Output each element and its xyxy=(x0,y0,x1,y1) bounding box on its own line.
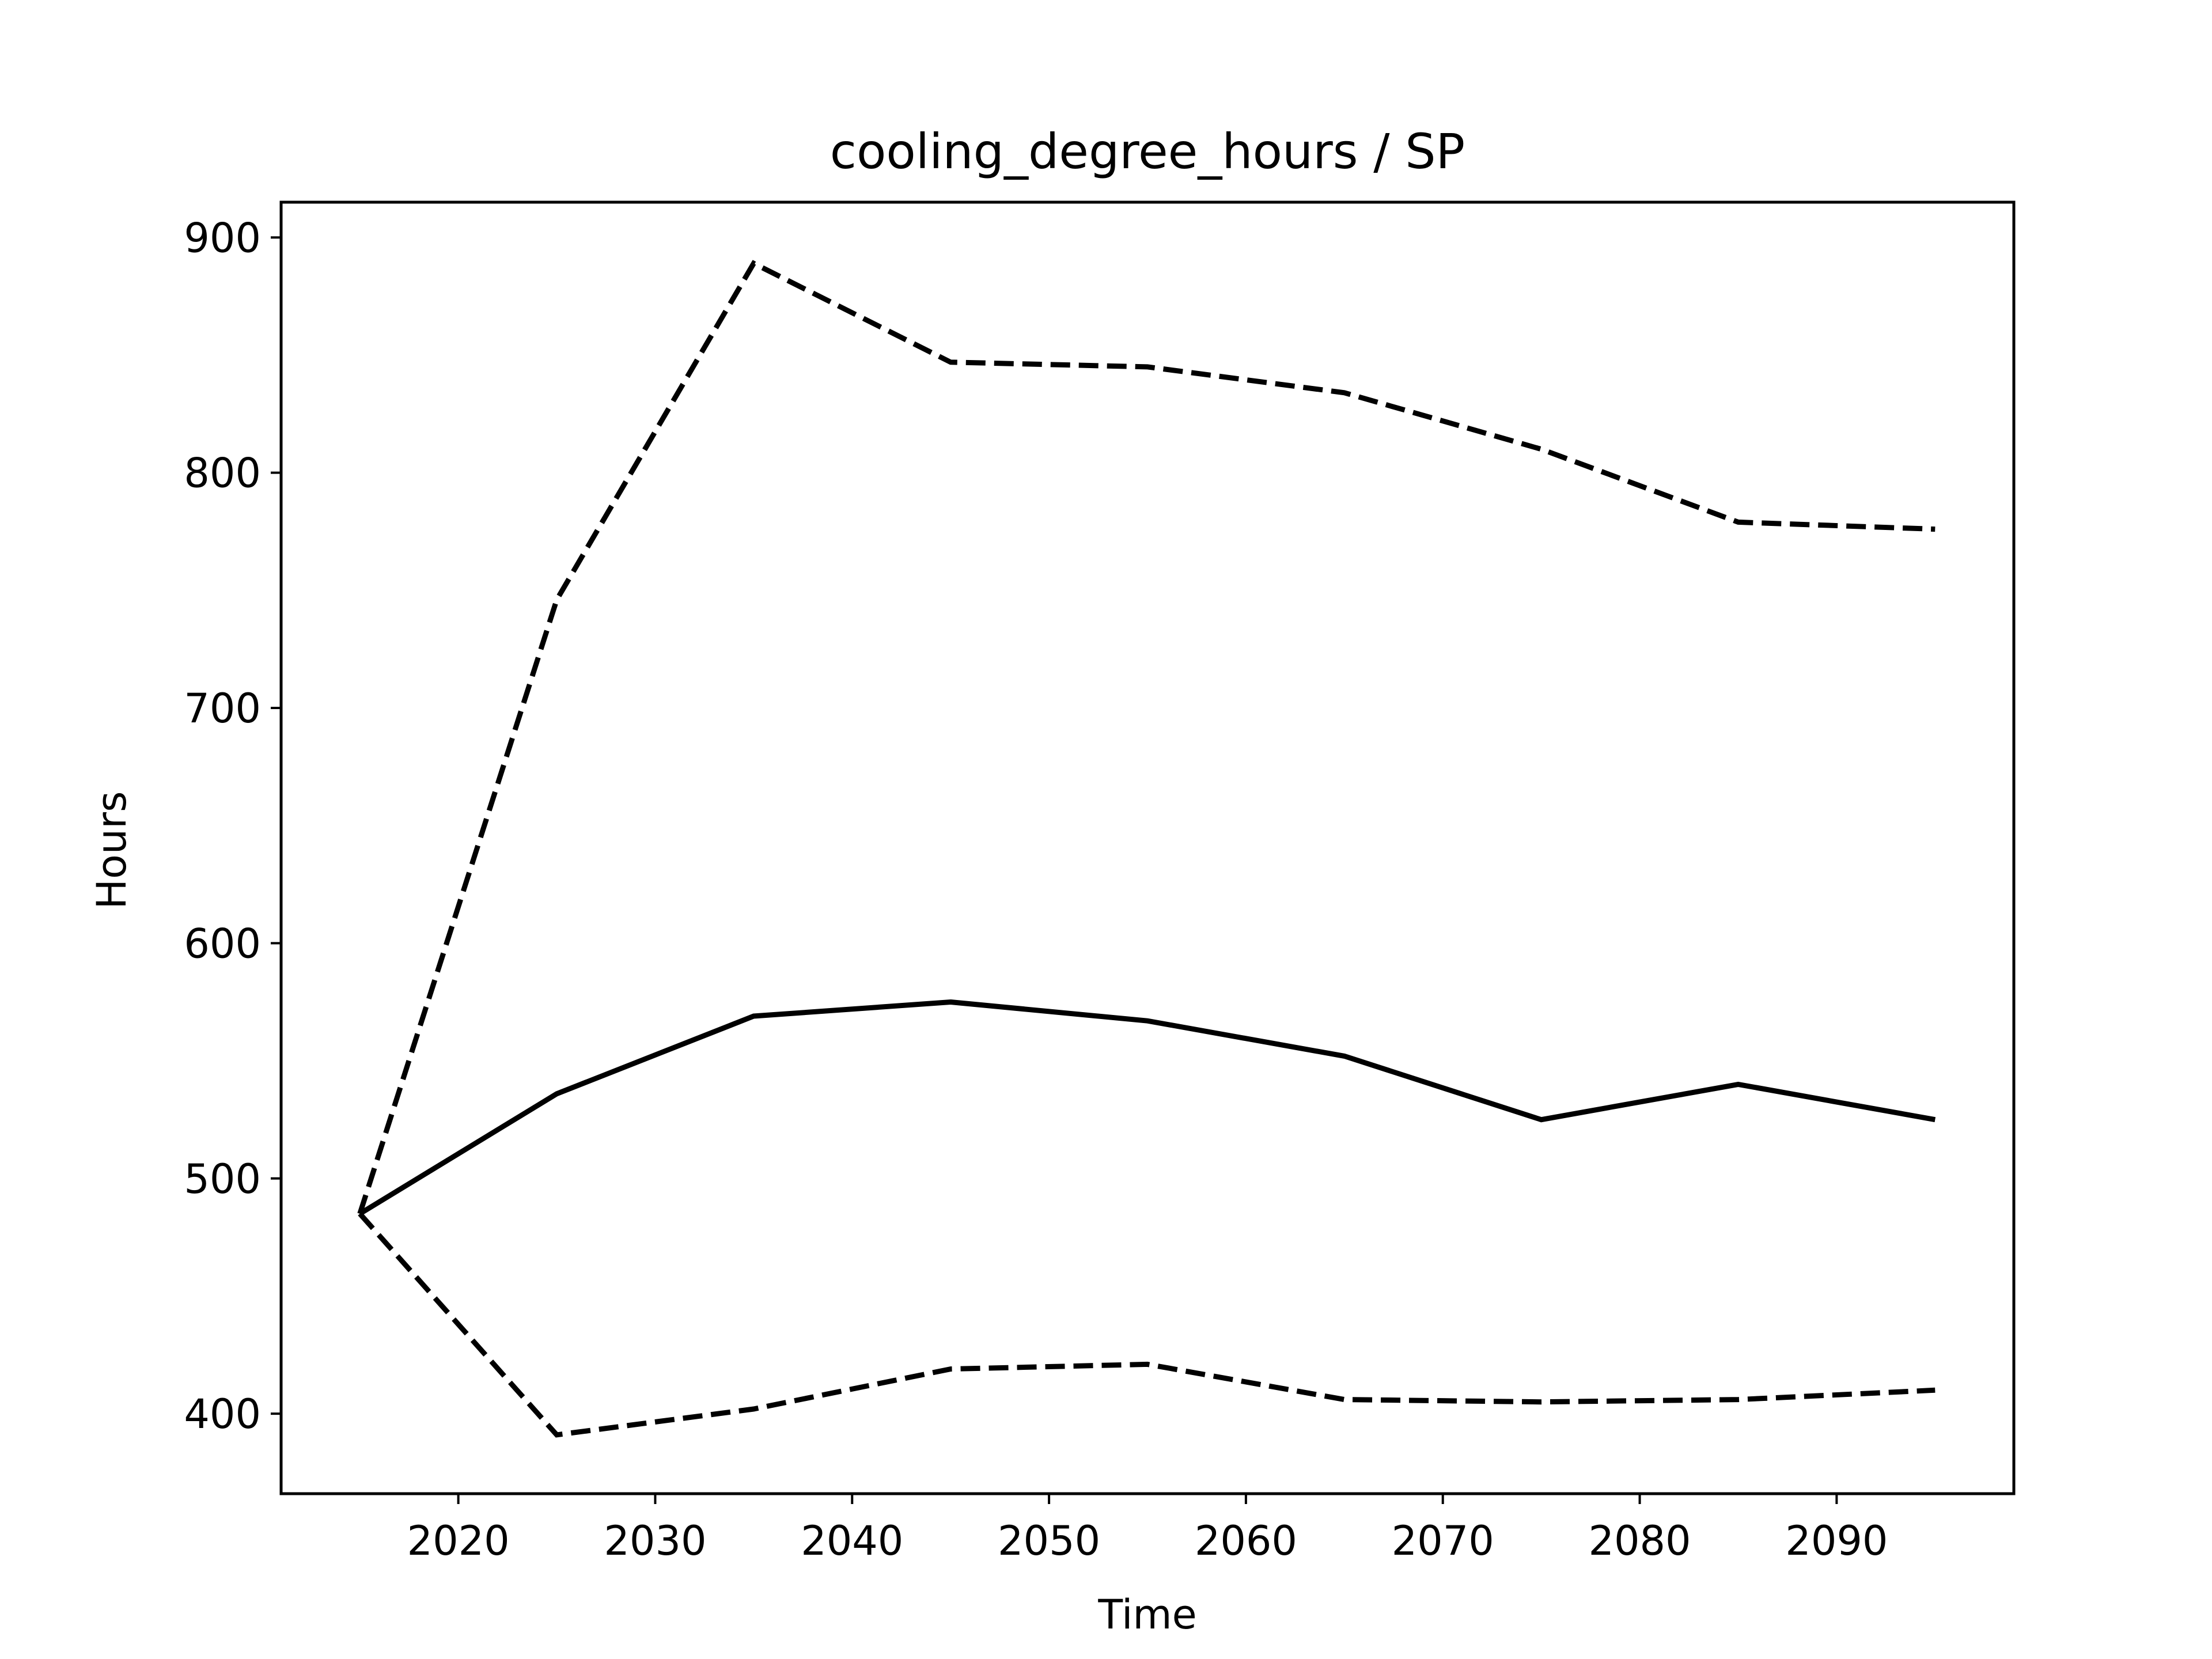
x-tick-label: 2070 xyxy=(1392,1517,1494,1565)
x-tick-label: 2090 xyxy=(1785,1517,1888,1565)
y-tick-label: 900 xyxy=(184,214,261,262)
y-tick-label: 600 xyxy=(184,920,261,967)
series-layer xyxy=(357,260,1936,1438)
x-tick-label: 2040 xyxy=(801,1517,903,1565)
median-series xyxy=(358,999,1936,1216)
y-axis-label: Hours xyxy=(88,791,135,909)
y-axis: 400 500 600 700 800 900 xyxy=(184,214,281,1438)
plot-area-frame xyxy=(279,200,2016,1495)
y-tick-label: 700 xyxy=(184,685,261,732)
x-axis: 2020 2030 2040 2050 2060 2070 2080 2090 xyxy=(407,1494,1888,1565)
x-tick-label: 2020 xyxy=(407,1517,510,1565)
x-axis-label: Time xyxy=(1097,1591,1196,1638)
x-tick-label: 2050 xyxy=(998,1517,1100,1565)
x-tick-label: 2060 xyxy=(1195,1517,1297,1565)
upper-bound-series xyxy=(357,260,1936,1215)
y-tick-label: 400 xyxy=(184,1391,261,1438)
y-tick-label: 800 xyxy=(184,450,261,497)
chart-title: cooling_degree_hours / SP xyxy=(830,123,1465,180)
x-tick-label: 2030 xyxy=(604,1517,706,1565)
lower-bound-series xyxy=(358,1212,1936,1438)
x-tick-label: 2080 xyxy=(1588,1517,1691,1565)
y-tick-label: 500 xyxy=(184,1156,261,1203)
